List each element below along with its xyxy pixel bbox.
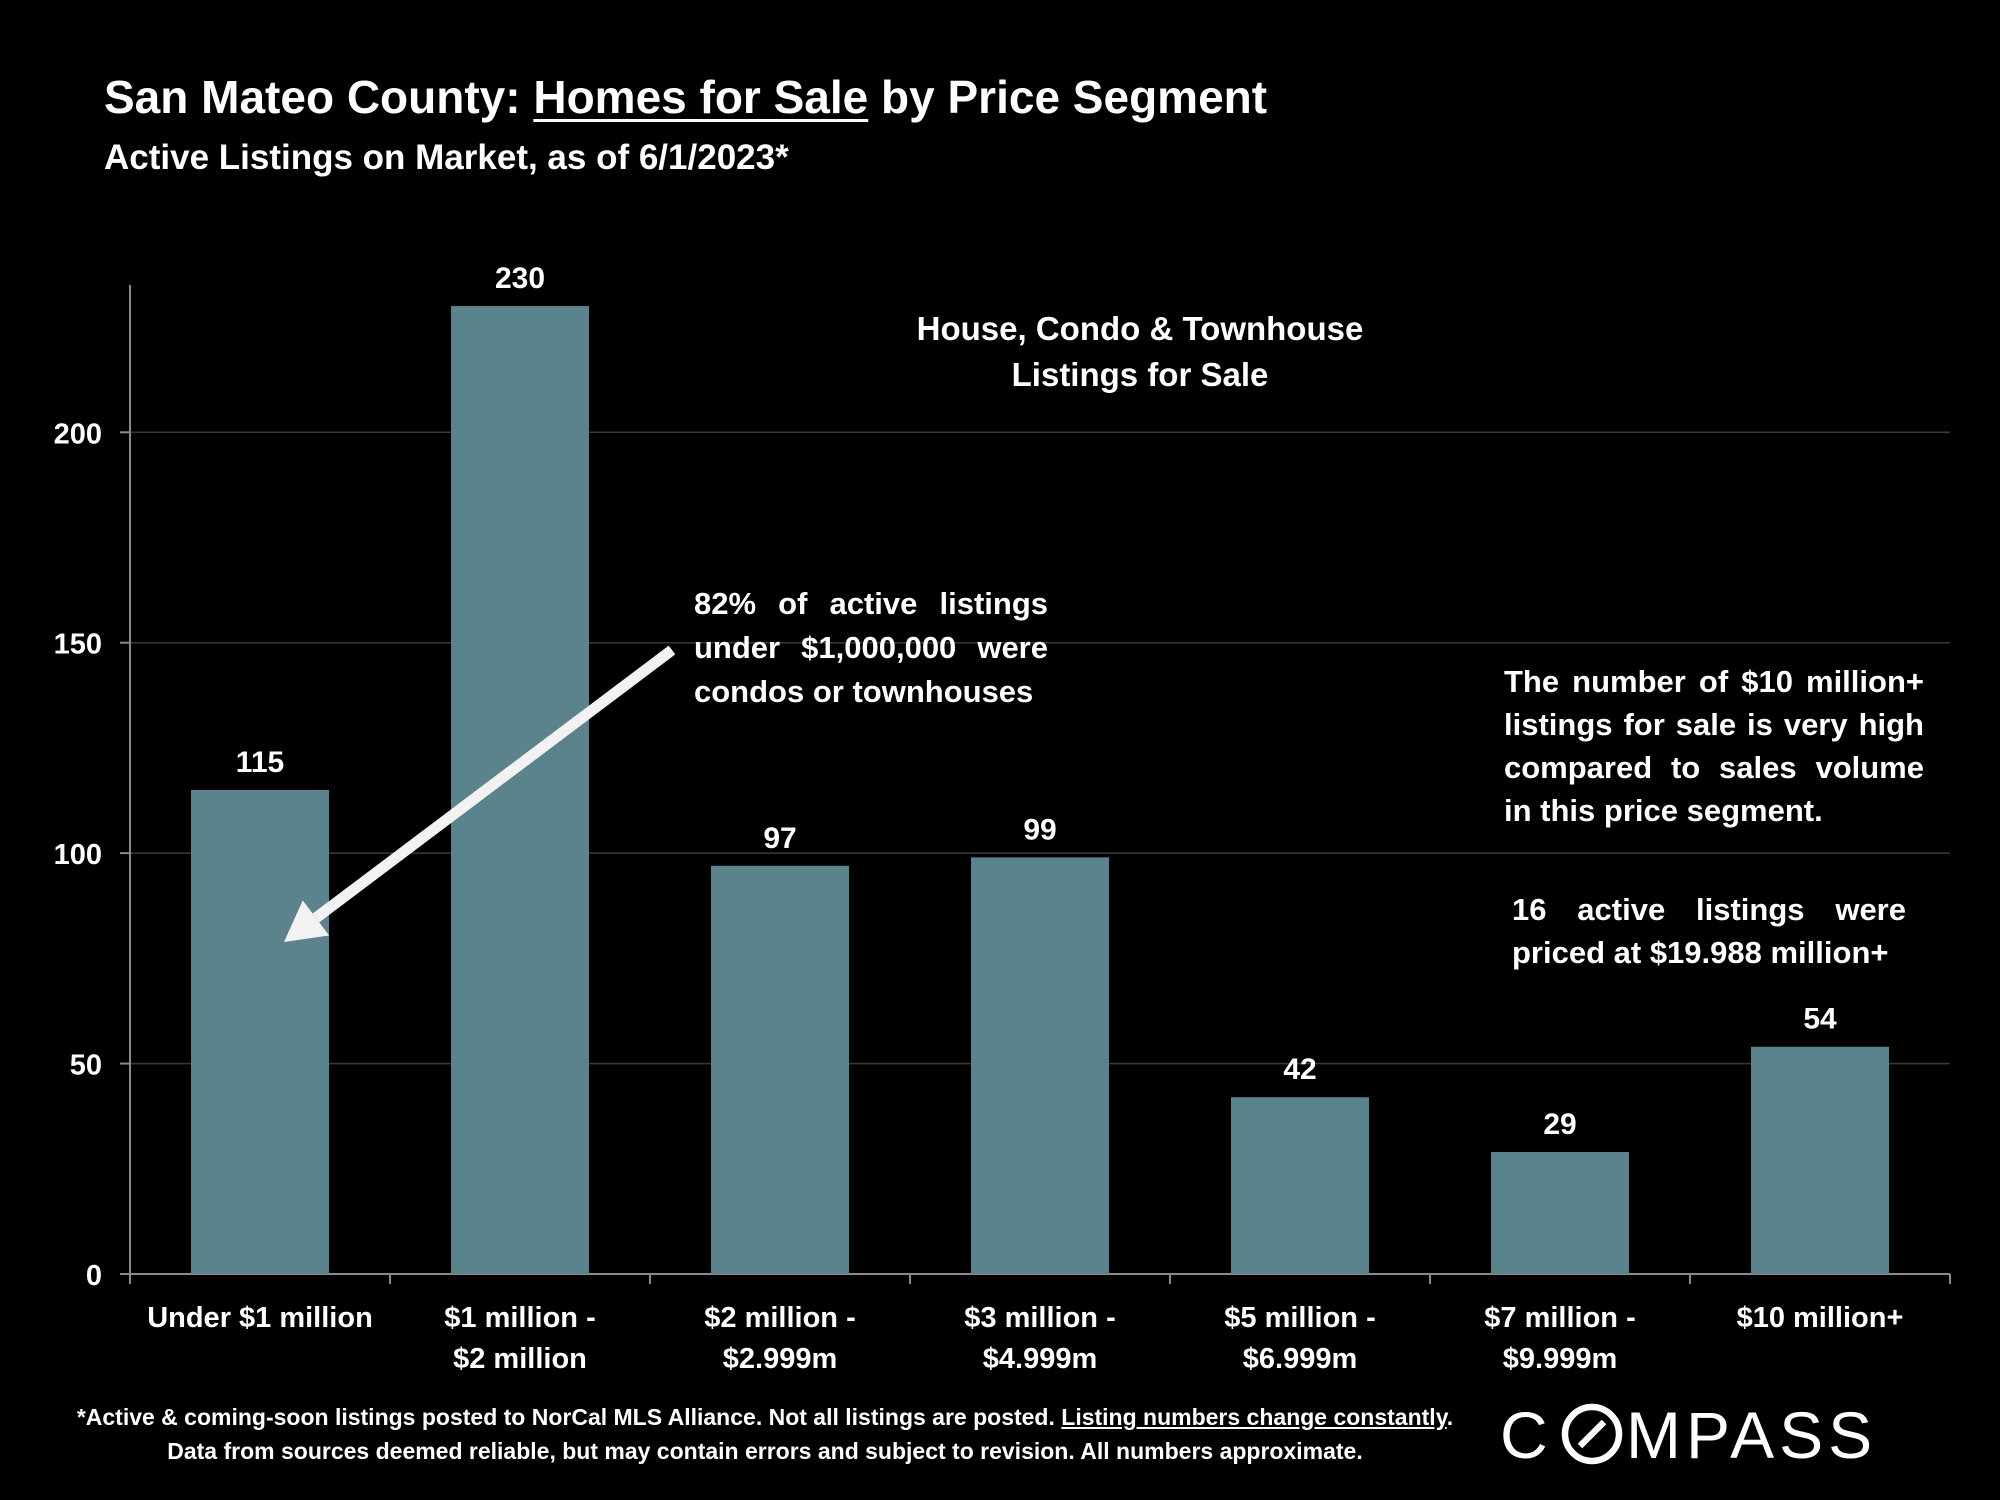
bar — [191, 790, 329, 1274]
arrow-shaft — [312, 645, 676, 923]
annotation-top-priced: 16 active listings were priced at $19.98… — [1512, 892, 1906, 970]
compass-logo-mark: C MPASS — [1500, 1398, 1877, 1472]
chart-title: San Mateo County: Homes for Sale by Pric… — [104, 70, 1267, 124]
data-label: 54 — [1803, 1003, 1837, 1036]
x-tick-label: $9.999m — [1503, 1343, 1618, 1375]
title-suffix: by Price Segment — [868, 71, 1268, 123]
x-tick-label: $1 million - — [444, 1302, 595, 1334]
x-tick-label: $2.999m — [723, 1343, 838, 1375]
annotation-arrow — [284, 645, 676, 942]
data-label: 230 — [495, 262, 545, 295]
data-label: 97 — [763, 822, 796, 855]
bar — [1491, 1151, 1629, 1274]
bar — [1231, 1097, 1369, 1274]
legend-line-2: Listings for Sale — [1011, 356, 1269, 393]
x-tick-label: $10 million+ — [1737, 1302, 1904, 1334]
compass-o-slash-icon — [1561, 1403, 1623, 1465]
data-label: 115 — [236, 746, 284, 779]
x-tick-label: $6.999m — [1243, 1343, 1358, 1375]
footnote-underlined: Listing numbers change constantly — [1061, 1404, 1447, 1430]
title-underlined: Homes for Sale — [533, 71, 869, 123]
y-tick-label: 150 — [54, 629, 102, 661]
y-tick-label: 50 — [70, 1050, 102, 1082]
x-tick-label: $7 million - — [1484, 1302, 1635, 1334]
compass-logo: C MPASS — [1496, 1396, 1926, 1472]
data-label: 99 — [1023, 813, 1056, 846]
data-label: 42 — [1283, 1053, 1316, 1086]
bars — [191, 306, 1889, 1274]
x-tick-label: Under $1 million — [147, 1302, 373, 1334]
x-tick-label: $2 million - — [704, 1302, 855, 1334]
legend-line-1: House, Condo & Townhouse — [916, 310, 1364, 347]
x-tick-label: $2 million — [453, 1343, 587, 1375]
data-labels: 115 230 97 99 42 29 54 — [236, 262, 1837, 1141]
chart-subtitle: Active Listings on Market, as of 6/1/202… — [104, 138, 789, 177]
title-prefix: San Mateo County: — [104, 71, 534, 123]
y-tick-label: 100 — [54, 839, 102, 871]
footnote-text-2: . Data from sources deemed reliable, but… — [167, 1404, 1454, 1464]
y-tick-label: 0 — [86, 1260, 102, 1292]
annotation-condo-share: 82% of active listings under $1,000,000 … — [694, 586, 1048, 709]
bar — [971, 857, 1109, 1274]
compass-wordmark-c: C — [1500, 1398, 1553, 1468]
bar — [711, 865, 849, 1274]
arrow-head — [284, 900, 330, 942]
footnote-text-1: *Active & coming-soon listings posted to… — [76, 1404, 1062, 1430]
x-tick-label: $4.999m — [983, 1343, 1098, 1375]
x-tick-label: $3 million - — [964, 1302, 1115, 1334]
bar — [1751, 1046, 1889, 1274]
data-label: 29 — [1543, 1108, 1576, 1141]
footnote: *Active & coming-soon listings posted to… — [60, 1400, 1470, 1468]
y-tick-label: 200 — [54, 418, 102, 450]
compass-wordmark-rest: MPASS — [1626, 1398, 1877, 1468]
axes: 0 50 100 150 200 Under $1 million $1 million -… — [54, 285, 1951, 1375]
x-tick-label: $5 million - — [1224, 1302, 1375, 1334]
series-legend-note: House, Condo & Townhouse Listings for Sa… — [860, 306, 1420, 398]
annotation-high-listings: The number of $10 million+ listings for … — [1504, 664, 1924, 828]
bar — [451, 306, 589, 1274]
